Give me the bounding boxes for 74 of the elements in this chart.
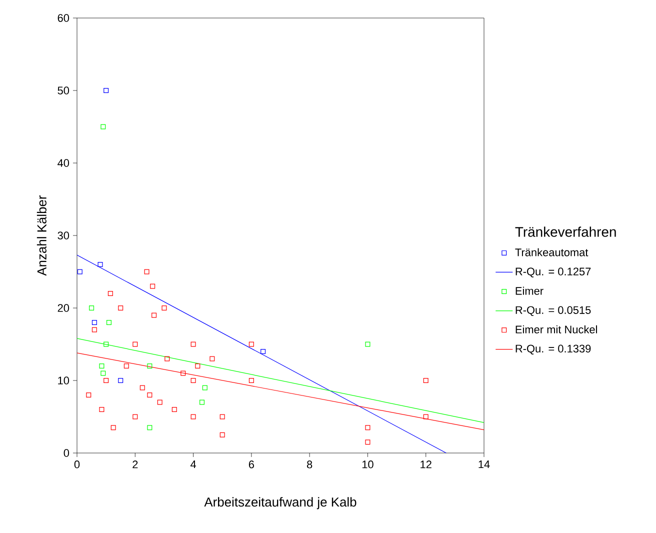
point	[190, 414, 196, 420]
point	[423, 414, 428, 420]
point	[190, 342, 196, 347]
point	[248, 342, 254, 347]
y-tick-label: 40	[58, 159, 70, 167]
y-axis-title: Anzahl Kälber	[36, 195, 46, 276]
point	[144, 269, 150, 274]
y-tick-label: 20	[58, 304, 70, 312]
point	[220, 414, 225, 420]
point	[202, 385, 208, 390]
point	[118, 378, 124, 383]
point	[365, 440, 370, 445]
y-tick-label: 10	[58, 376, 70, 384]
point	[77, 269, 82, 274]
point	[99, 407, 104, 412]
point	[132, 414, 138, 420]
point	[99, 364, 104, 368]
point	[152, 312, 157, 318]
point	[118, 306, 124, 310]
legend-label: R-Qu. = 0.0515	[516, 306, 591, 316]
y-tick-label: 50	[58, 86, 70, 94]
y-tick-label: 0	[64, 449, 70, 457]
point	[365, 425, 370, 430]
point	[92, 320, 97, 325]
point	[124, 364, 129, 368]
y-tick-label: 30	[58, 232, 70, 240]
point	[162, 306, 167, 310]
point	[147, 364, 152, 368]
point	[220, 432, 225, 438]
x-tick-label: 4	[190, 460, 196, 468]
point	[164, 356, 170, 362]
point	[98, 262, 103, 267]
x-tick-label: 8	[306, 460, 312, 468]
x-tick-label: 0	[74, 460, 80, 468]
x-tick-label: 2	[132, 460, 138, 468]
point	[104, 88, 109, 94]
y-tick-label: 60	[58, 14, 70, 22]
point	[104, 378, 109, 383]
legend-label: Eimer	[516, 286, 544, 295]
point	[100, 124, 106, 130]
point	[210, 356, 215, 362]
point	[248, 378, 254, 383]
point	[260, 349, 266, 354]
point	[200, 400, 205, 405]
point	[132, 342, 138, 347]
point	[180, 370, 186, 376]
point	[365, 342, 370, 347]
point	[147, 392, 152, 398]
point	[110, 425, 116, 430]
point	[92, 327, 97, 332]
point	[190, 378, 196, 383]
point	[89, 306, 94, 310]
point	[104, 342, 109, 347]
point	[86, 392, 92, 398]
legend-label: R-Qu. = 0.1257	[516, 268, 591, 278]
point	[172, 407, 177, 412]
x-tick-label: 14	[478, 460, 490, 468]
point	[157, 400, 162, 405]
point	[195, 364, 200, 368]
point	[140, 385, 145, 390]
legend-title: Tränkeverfahren	[515, 226, 616, 237]
point	[147, 425, 152, 430]
x-axis-title: Arbeitszeitaufwand je Kalb	[204, 497, 356, 510]
legend-label: Tränkeautomat	[515, 248, 588, 256]
point	[150, 284, 156, 289]
x-tick-label: 6	[248, 460, 254, 468]
point	[423, 378, 428, 383]
legend-label: Eimer mit Nuckel	[516, 325, 597, 334]
point	[108, 291, 113, 296]
point	[100, 370, 106, 376]
x-tick-label: 10	[362, 460, 374, 468]
point	[106, 320, 112, 325]
x-tick-label: 12	[420, 460, 432, 468]
legend-label: R-Qu. = 0.1339	[516, 344, 591, 354]
